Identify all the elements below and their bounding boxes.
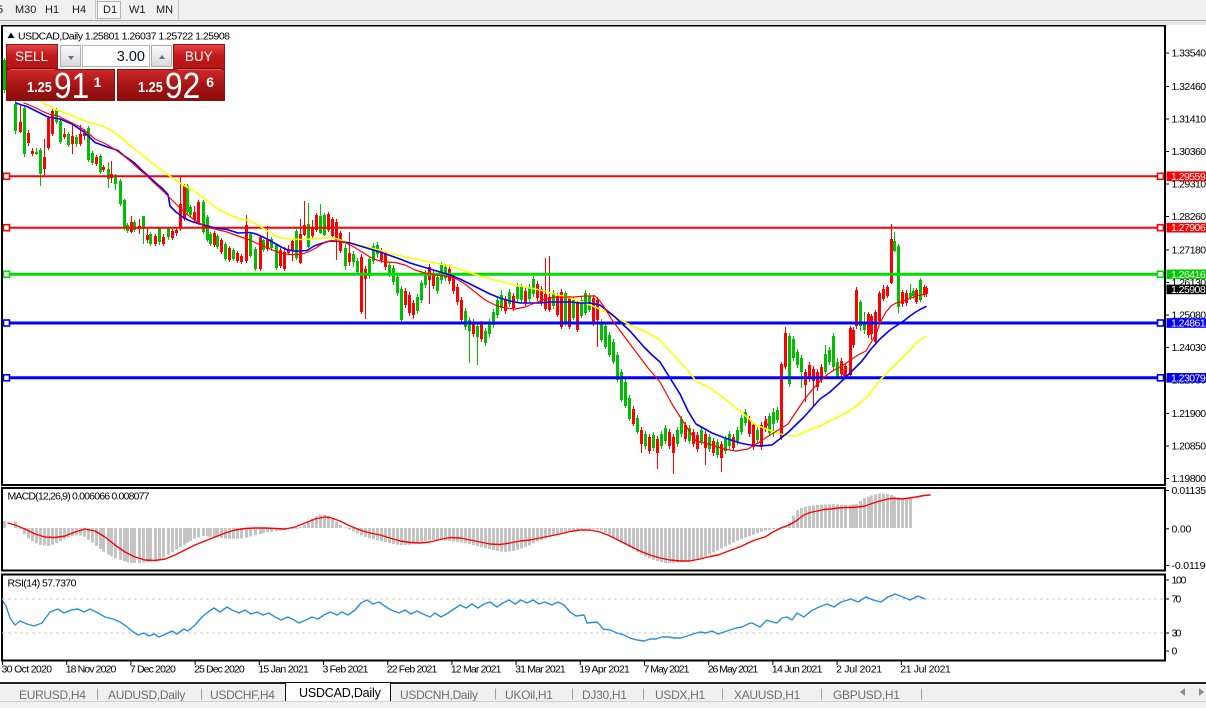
- svg-text:0.00: 0.00: [1172, 523, 1192, 535]
- svg-text:2 Jul 2021: 2 Jul 2021: [836, 664, 882, 676]
- svg-text:3 Feb 2021: 3 Feb 2021: [323, 664, 369, 676]
- svg-text:1.27906: 1.27906: [1171, 222, 1206, 234]
- svg-text:7 Dec 2020: 7 Dec 2020: [130, 664, 176, 676]
- svg-text:70: 70: [1172, 594, 1182, 606]
- svg-text:15 Jan 2021: 15 Jan 2021: [258, 664, 309, 676]
- svg-text:7 May 2021: 7 May 2021: [644, 664, 690, 676]
- svg-text:14 Jun 2021: 14 Jun 2021: [772, 664, 823, 676]
- svg-text:1.29310: 1.29310: [1172, 179, 1206, 191]
- svg-text:30 Oct 2020: 30 Oct 2020: [2, 664, 53, 676]
- svg-text:1.31410: 1.31410: [1172, 114, 1206, 126]
- svg-text:MACD(12,26,9) 0.006066 0.00807: MACD(12,26,9) 0.006066 0.008077: [8, 491, 150, 503]
- svg-text:1.24030: 1.24030: [1172, 342, 1206, 354]
- svg-text:-0.01190: -0.01190: [1172, 560, 1206, 572]
- svg-text:19 Apr 2021: 19 Apr 2021: [579, 664, 630, 676]
- svg-text:1.20850: 1.20850: [1172, 441, 1206, 453]
- svg-text:12 Mar 2021: 12 Mar 2021: [451, 664, 502, 676]
- svg-text:1.30360: 1.30360: [1172, 146, 1206, 158]
- svg-text:1.29559: 1.29559: [1171, 171, 1206, 183]
- svg-text:RSI(14) 57.7370: RSI(14) 57.7370: [8, 578, 77, 590]
- svg-text:22 Feb 2021: 22 Feb 2021: [387, 664, 438, 676]
- svg-text:31 Mar 2021: 31 Mar 2021: [515, 664, 566, 676]
- svg-text:1.21900: 1.21900: [1172, 408, 1206, 420]
- svg-text:21 Jul 2021: 21 Jul 2021: [900, 664, 951, 676]
- svg-text:25 Dec 2020: 25 Dec 2020: [194, 664, 245, 676]
- svg-text:1.23079: 1.23079: [1171, 372, 1206, 384]
- svg-text:100: 100: [1172, 575, 1187, 587]
- svg-text:30: 30: [1172, 628, 1182, 640]
- svg-text:1.27180: 1.27180: [1172, 245, 1206, 257]
- svg-text:1.32460: 1.32460: [1172, 81, 1206, 93]
- svg-text:1.26416: 1.26416: [1171, 269, 1206, 281]
- svg-text:1.25908: 1.25908: [1171, 284, 1206, 296]
- svg-text:1.33540: 1.33540: [1172, 48, 1206, 60]
- svg-text:1.24861: 1.24861: [1171, 318, 1206, 330]
- svg-text:1.28260: 1.28260: [1172, 211, 1206, 223]
- svg-text:0.01135: 0.01135: [1172, 485, 1206, 497]
- svg-text:USDCAD,Daily 1.25801 1.26037: USDCAD,Daily 1.25801 1.26037 1.25722 1.2…: [18, 31, 230, 43]
- svg-text:1.19800: 1.19800: [1172, 473, 1206, 485]
- svg-text:0: 0: [1172, 646, 1178, 658]
- svg-text:26 May 2021: 26 May 2021: [708, 664, 759, 676]
- svg-text:18 Nov 2020: 18 Nov 2020: [66, 664, 117, 676]
